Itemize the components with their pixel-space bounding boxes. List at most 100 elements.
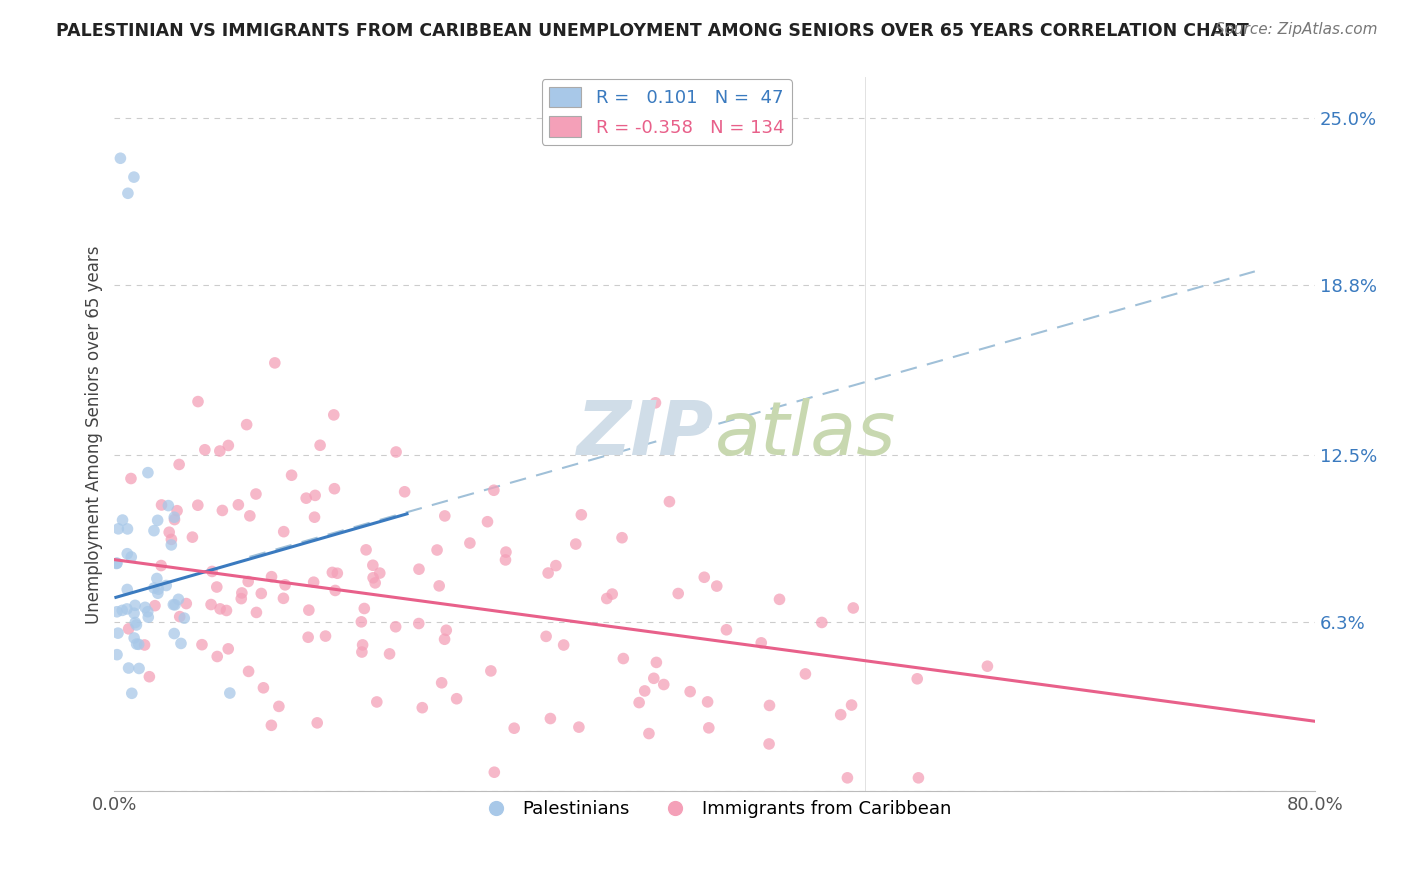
Point — [634, 684, 657, 698]
Point — [157, 525, 180, 540]
Point — [273, 591, 295, 606]
Point — [482, 483, 505, 498]
Point — [364, 575, 387, 590]
Point — [645, 656, 668, 670]
Point — [302, 575, 325, 590]
Point — [122, 631, 145, 645]
Point — [239, 508, 262, 523]
Point — [749, 636, 772, 650]
Point — [652, 677, 675, 691]
Point — [600, 587, 623, 601]
Point — [173, 611, 195, 625]
Point — [534, 629, 557, 643]
Point — [150, 498, 173, 512]
Point — [366, 695, 388, 709]
Point — [238, 665, 260, 679]
Point — [174, 597, 197, 611]
Point — [117, 622, 139, 636]
Point — [218, 686, 240, 700]
Point — [307, 715, 329, 730]
Point — [250, 586, 273, 600]
Point — [111, 513, 134, 527]
Point — [433, 508, 456, 523]
Point — [181, 530, 204, 544]
Point — [191, 638, 214, 652]
Point — [160, 533, 183, 547]
Point — [976, 659, 998, 673]
Point — [538, 712, 561, 726]
Point — [143, 599, 166, 613]
Point — [143, 581, 166, 595]
Point — [146, 513, 169, 527]
Point — [163, 512, 186, 526]
Point — [120, 549, 142, 564]
Point — [201, 565, 224, 579]
Point — [136, 610, 159, 624]
Point — [905, 672, 928, 686]
Point — [117, 186, 139, 201]
Point — [252, 681, 274, 695]
Point — [117, 522, 139, 536]
Point — [146, 572, 169, 586]
Point — [297, 630, 319, 644]
Point — [298, 603, 321, 617]
Point — [361, 558, 384, 573]
Point — [446, 691, 468, 706]
Point — [596, 591, 619, 606]
Point — [245, 487, 267, 501]
Point — [111, 603, 134, 617]
Point — [163, 626, 186, 640]
Point — [350, 645, 373, 659]
Point — [553, 638, 575, 652]
Point — [794, 667, 817, 681]
Point — [309, 438, 332, 452]
Point — [105, 605, 128, 619]
Point — [368, 566, 391, 580]
Point — [352, 638, 374, 652]
Point — [124, 599, 146, 613]
Point — [304, 510, 326, 524]
Point — [260, 718, 283, 732]
Legend: Palestinians, Immigrants from Caribbean: Palestinians, Immigrants from Caribbean — [471, 793, 959, 825]
Point — [155, 578, 177, 592]
Point — [115, 582, 138, 597]
Point — [716, 623, 738, 637]
Point — [326, 566, 349, 581]
Point — [136, 605, 159, 619]
Point — [124, 615, 146, 630]
Point — [638, 726, 661, 740]
Point — [122, 606, 145, 620]
Point — [263, 356, 285, 370]
Point — [125, 637, 148, 651]
Text: atlas: atlas — [714, 399, 896, 470]
Point — [148, 582, 170, 597]
Point — [274, 578, 297, 592]
Point — [484, 765, 506, 780]
Point — [231, 586, 253, 600]
Text: Source: ZipAtlas.com: Source: ZipAtlas.com — [1215, 22, 1378, 37]
Point — [110, 151, 132, 165]
Point — [426, 543, 449, 558]
Point — [537, 566, 560, 580]
Point — [117, 547, 139, 561]
Point — [205, 580, 228, 594]
Point — [544, 558, 567, 573]
Point — [768, 592, 790, 607]
Point — [830, 707, 852, 722]
Point — [323, 482, 346, 496]
Point — [211, 503, 233, 517]
Point — [495, 545, 517, 559]
Point — [350, 615, 373, 629]
Point — [125, 618, 148, 632]
Point — [394, 484, 416, 499]
Point — [107, 626, 129, 640]
Point — [427, 579, 450, 593]
Point — [643, 671, 665, 685]
Point — [167, 592, 190, 607]
Point — [166, 504, 188, 518]
Point — [408, 616, 430, 631]
Point — [267, 699, 290, 714]
Point — [503, 721, 526, 735]
Point — [217, 438, 239, 452]
Point — [384, 620, 406, 634]
